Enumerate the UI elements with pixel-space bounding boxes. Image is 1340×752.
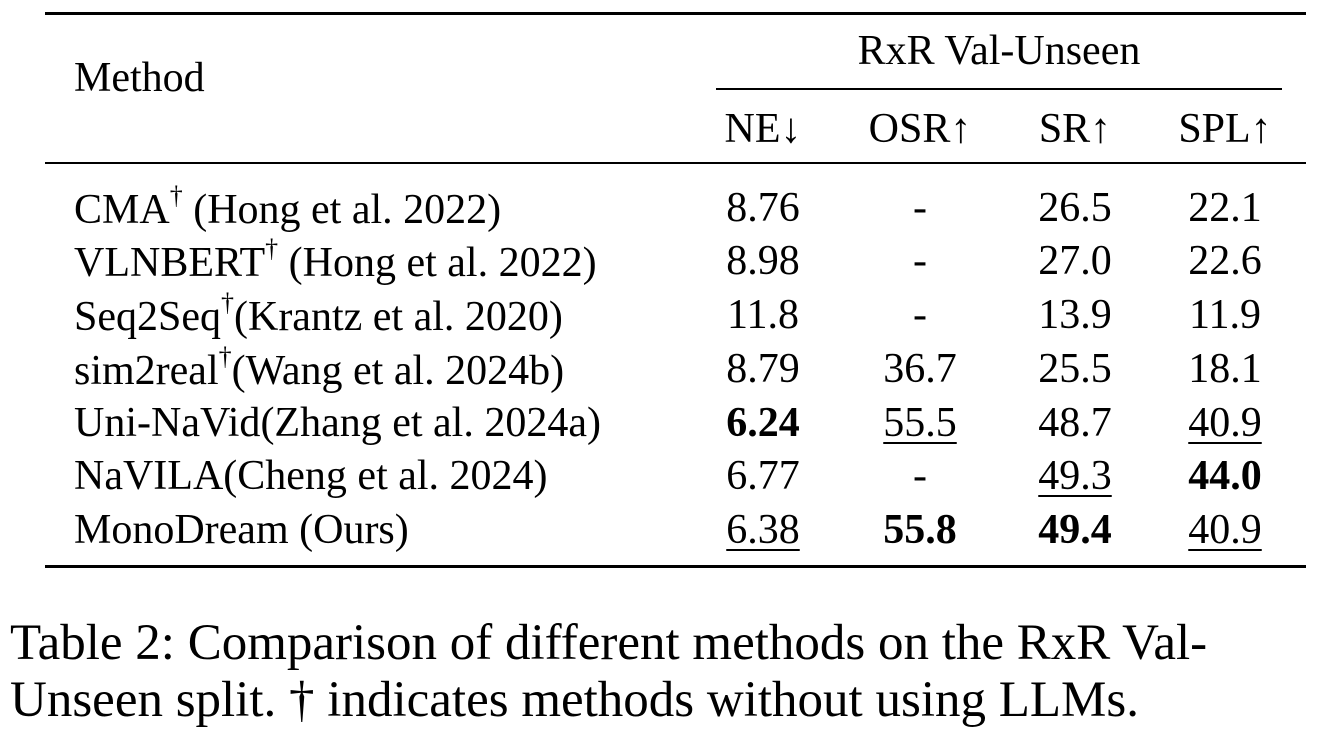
col-header-sr: SR↑: [1038, 106, 1112, 152]
method-citation: (Cheng et al. 2024): [223, 453, 548, 499]
group-header: RxR Val-Unseen: [857, 28, 1141, 74]
value-cell-sr: 48.7: [1038, 400, 1112, 446]
col-header-osr: OSR↑: [868, 106, 972, 152]
value-cell-osr: -: [913, 453, 927, 499]
value-cell-sr: 49.3: [1038, 453, 1112, 499]
value-cell-osr: -: [913, 185, 927, 231]
value-cell-ne: 6.24: [726, 400, 800, 446]
method-cell: CMA† (Hong et al. 2022): [74, 183, 502, 233]
bottom-rule: [45, 565, 1306, 568]
method-name: NaVILA: [74, 453, 224, 499]
dagger-mark: †: [221, 288, 234, 317]
group-underline: [716, 88, 1282, 90]
method-citation: (Hong et al. 2022): [278, 240, 597, 286]
method-cell: VLNBERT† (Hong et al. 2022): [74, 236, 597, 286]
value-cell-ne: 8.98: [726, 238, 800, 284]
method-cell: Seq2Seq†(Krantz et al. 2020): [74, 290, 563, 340]
method-cell: MonoDream (Ours): [74, 509, 409, 551]
method-citation: (Wang et al. 2024b): [231, 348, 565, 394]
method-citation: (Krantz et al. 2020): [234, 294, 563, 340]
dagger-mark: †: [169, 181, 183, 210]
value-cell-ne: 6.77: [726, 453, 800, 499]
method-name: MonoDream: [74, 507, 289, 553]
value-cell-osr: 55.5: [883, 400, 957, 446]
method-name: CMA: [74, 187, 170, 233]
value-cell-sr: 13.9: [1038, 292, 1112, 338]
method-name: VLNBERT: [74, 240, 266, 286]
value-cell-osr: 36.7: [883, 346, 957, 392]
caption-line-2: Unseen split. † indicates methods withou…: [10, 672, 1139, 728]
method-name: Seq2Seq: [74, 294, 221, 340]
col-header-ne: NE↓: [724, 106, 802, 152]
value-cell-spl: 22.6: [1188, 238, 1262, 284]
header-rule: [45, 162, 1306, 164]
value-cell-sr: 26.5: [1038, 185, 1112, 231]
value-cell-ne: 11.8: [727, 292, 799, 338]
method-name: Uni-NaVid: [74, 400, 261, 446]
method-cell: sim2real†(Wang et al. 2024b): [74, 344, 565, 394]
table-caption: Table 2: Comparison of different methods…: [10, 615, 1340, 729]
value-cell-sr: 25.5: [1038, 346, 1112, 392]
dagger-mark: †: [218, 342, 232, 371]
value-cell-osr: -: [913, 238, 927, 284]
method-citation: (Ours): [288, 507, 409, 553]
value-cell-ne: 6.38: [726, 507, 800, 553]
value-cell-osr: 55.8: [883, 507, 957, 553]
value-cell-spl: 11.9: [1189, 292, 1261, 338]
method-cell: NaVILA(Cheng et al. 2024): [74, 455, 548, 497]
col-header-spl: SPL↑: [1178, 106, 1272, 152]
value-cell-sr: 49.4: [1038, 507, 1112, 553]
value-cell-sr: 27.0: [1038, 238, 1112, 284]
value-cell-spl: 44.0: [1188, 453, 1262, 499]
top-rule: [45, 12, 1306, 15]
value-cell-spl: 22.1: [1188, 185, 1262, 231]
method-name: sim2real: [74, 348, 219, 394]
dagger-mark: †: [265, 234, 279, 263]
method-citation: (Zhang et al. 2024a): [260, 400, 601, 446]
method-citation: (Hong et al. 2022): [182, 187, 502, 233]
method-header: Method: [74, 55, 205, 101]
caption-line-1: Table 2: Comparison of different methods…: [10, 615, 1208, 671]
value-cell-spl: 40.9: [1188, 400, 1262, 446]
value-cell-spl: 18.1: [1188, 346, 1262, 392]
value-cell-osr: -: [913, 292, 927, 338]
value-cell-spl: 40.9: [1188, 507, 1262, 553]
method-cell: Uni-NaVid(Zhang et al. 2024a): [74, 402, 601, 444]
value-cell-ne: 8.76: [726, 185, 800, 231]
value-cell-ne: 8.79: [726, 346, 800, 392]
